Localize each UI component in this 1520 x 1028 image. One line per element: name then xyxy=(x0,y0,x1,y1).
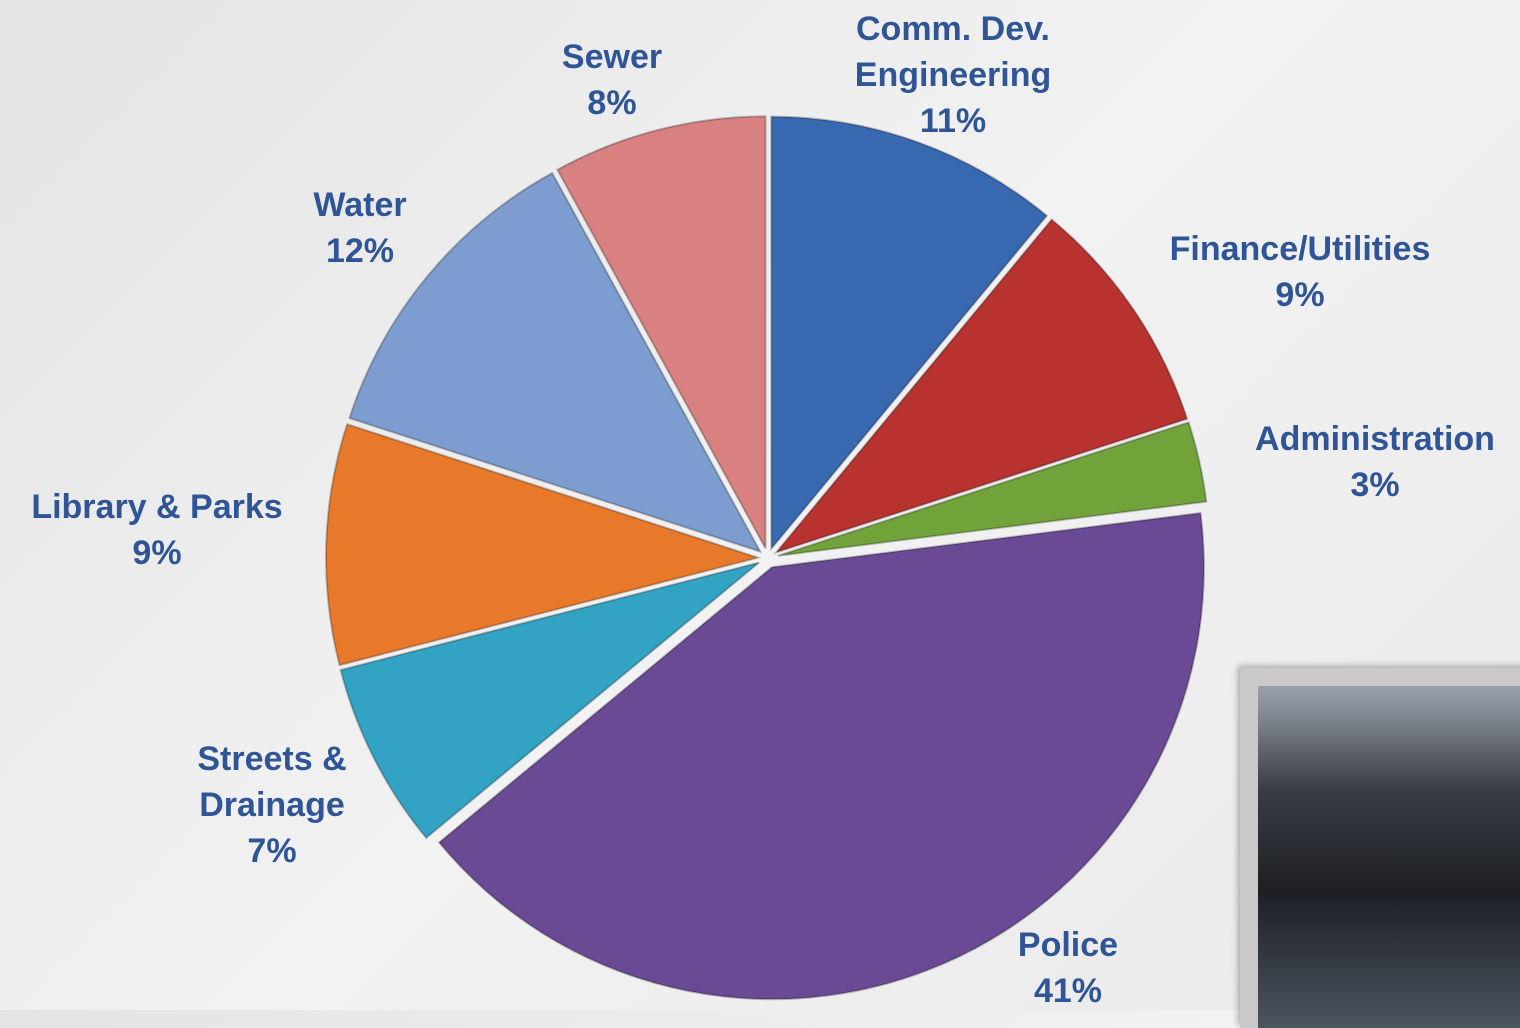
category-label: Streets & Drainage xyxy=(197,740,347,824)
category-label: Administration xyxy=(1255,420,1495,458)
value-label: 12% xyxy=(325,232,395,270)
slice-label: Streets & Drainage 7% xyxy=(172,736,372,874)
slice-label: Comm. Dev. Engineering 11% xyxy=(823,6,1083,144)
category-label: Finance/Utilities xyxy=(1169,230,1431,268)
value-label: 9% xyxy=(132,534,182,572)
slice-label: Police 41% xyxy=(1018,922,1118,1014)
value-label: 11% xyxy=(919,102,987,140)
pie-slice xyxy=(437,511,1205,1001)
value-label: 8% xyxy=(587,84,637,122)
pie-slice xyxy=(556,115,767,549)
pie-slice xyxy=(325,422,762,667)
value-label: 41% xyxy=(1033,972,1103,1010)
value-label: 7% xyxy=(247,832,297,870)
value-label: 3% xyxy=(1350,466,1400,504)
photo-image xyxy=(1258,686,1520,1028)
slice-label: Sewer 8% xyxy=(562,34,662,126)
pie-slice xyxy=(348,171,763,554)
value-label: 9% xyxy=(1275,276,1325,314)
slice-label: Administration 3% xyxy=(1255,416,1495,508)
pie-slice xyxy=(770,115,1049,552)
pie-slice xyxy=(773,218,1189,555)
slice-label: Water 12% xyxy=(313,182,406,274)
pie-slice xyxy=(777,421,1208,557)
category-label: Water xyxy=(313,186,407,224)
photo xyxy=(1240,668,1520,1028)
slice-label: Finance/Utilities 9% xyxy=(1170,226,1431,318)
category-label: Comm. Dev. Engineering xyxy=(854,10,1052,94)
pie-slice xyxy=(339,561,760,840)
slice-label: Library & Parks 9% xyxy=(31,484,282,576)
category-label: Library & Parks xyxy=(31,488,283,526)
category-label: Police xyxy=(1017,926,1119,964)
category-label: Sewer xyxy=(561,38,663,76)
